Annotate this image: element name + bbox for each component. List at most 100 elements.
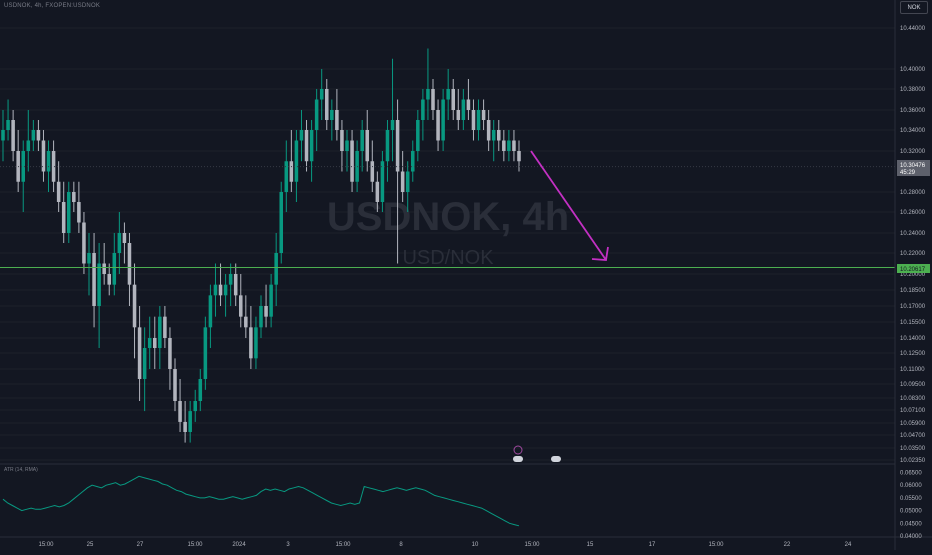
candle-body bbox=[279, 192, 284, 253]
price-tick-label: 10.24000 bbox=[900, 231, 926, 237]
candle bbox=[294, 130, 299, 202]
candle bbox=[456, 89, 461, 130]
candle bbox=[198, 369, 203, 412]
candle-body bbox=[137, 327, 142, 379]
candle-body bbox=[173, 369, 177, 401]
candle-body bbox=[168, 338, 172, 369]
down-arrow-drawing[interactable] bbox=[530, 150, 609, 261]
candle-body bbox=[441, 99, 445, 141]
candle bbox=[416, 110, 420, 162]
candle-body bbox=[26, 140, 31, 151]
candle-body bbox=[400, 171, 405, 192]
line-price-badge-bg bbox=[897, 264, 930, 273]
candle-body bbox=[375, 181, 380, 202]
atr-tick-label: 0.06500 bbox=[900, 471, 922, 477]
candle-body bbox=[66, 192, 71, 233]
candle-body bbox=[390, 120, 395, 130]
candle bbox=[264, 284, 268, 328]
atr-axis-ticks[interactable]: 0.06500 0.06000 0.05500 0.05000 0.04500 0.040… bbox=[900, 471, 922, 540]
candle-body bbox=[142, 348, 147, 379]
price-tick-label: 10.07100 bbox=[900, 408, 926, 414]
candle bbox=[244, 295, 248, 338]
candlestick-series bbox=[1, 48, 521, 443]
event-marker-3[interactable] bbox=[551, 456, 561, 462]
candle-body bbox=[446, 89, 450, 100]
event-marker-1[interactable] bbox=[513, 445, 523, 455]
event-markers[interactable] bbox=[513, 445, 561, 462]
price-tick-label: 10.09500 bbox=[900, 382, 926, 388]
indicator-label: ATR (14, RMA) bbox=[4, 467, 38, 473]
candle-body bbox=[218, 284, 223, 296]
candle-body bbox=[117, 233, 122, 253]
time-tick-label: 3 bbox=[286, 542, 290, 548]
price-tick-label: 10.38000 bbox=[900, 87, 926, 93]
last-price-badge-bg bbox=[897, 160, 930, 176]
candle-body bbox=[203, 327, 208, 379]
candle bbox=[11, 110, 15, 162]
candle-body bbox=[213, 284, 218, 296]
candle bbox=[304, 120, 309, 172]
candle bbox=[92, 233, 96, 328]
candle-body bbox=[249, 327, 253, 359]
last-price-value: 10.30476 bbox=[900, 163, 926, 169]
candle-body bbox=[46, 151, 51, 172]
price-tick-label: 10.26000 bbox=[900, 210, 926, 216]
price-tick-label: 10.44000 bbox=[900, 26, 926, 32]
atr-tick-label: 0.06000 bbox=[900, 483, 922, 489]
time-tick-label: 15:00 bbox=[524, 542, 540, 548]
candle bbox=[112, 233, 117, 296]
time-tick-label: 2024 bbox=[232, 542, 246, 548]
candle bbox=[421, 89, 425, 141]
candle-body bbox=[233, 274, 238, 296]
event-marker-2[interactable] bbox=[513, 456, 523, 462]
candle bbox=[193, 389, 198, 422]
candle bbox=[97, 243, 101, 348]
candle-body bbox=[31, 130, 36, 141]
candle-body bbox=[254, 327, 258, 359]
candle bbox=[410, 140, 415, 182]
candle bbox=[31, 120, 36, 151]
time-tick-label: 24 bbox=[845, 542, 852, 548]
candle-body bbox=[466, 99, 471, 110]
candle-body bbox=[365, 130, 370, 162]
candle bbox=[502, 130, 506, 162]
candle-body bbox=[274, 253, 278, 285]
candle bbox=[72, 181, 76, 212]
price-tick-label: 10.05900 bbox=[900, 421, 926, 427]
price-tick-label: 10.40000 bbox=[900, 67, 926, 73]
candle bbox=[41, 130, 46, 182]
candle bbox=[324, 79, 329, 130]
price-axis-ticks[interactable]: 10.44000 10.40000 10.38000 10.36000 10.34000… bbox=[900, 26, 926, 464]
candle-body bbox=[112, 253, 117, 285]
candle-body bbox=[41, 140, 46, 172]
candle-body bbox=[97, 263, 101, 306]
candle bbox=[446, 69, 450, 120]
candle bbox=[269, 274, 273, 328]
candle-body bbox=[61, 202, 66, 233]
candle-body bbox=[107, 274, 112, 285]
candle-body bbox=[188, 411, 192, 432]
candle-body bbox=[36, 130, 41, 141]
candle bbox=[132, 263, 137, 359]
candle-body bbox=[324, 89, 329, 120]
price-tick-label: 10.22000 bbox=[900, 251, 926, 257]
price-tick-label: 10.03500 bbox=[900, 446, 926, 452]
price-tick-label: 10.12500 bbox=[900, 351, 926, 357]
candle bbox=[309, 120, 314, 182]
candle bbox=[400, 151, 405, 202]
candle bbox=[335, 89, 339, 141]
time-tick-label: 15 bbox=[587, 542, 594, 548]
candle bbox=[87, 233, 91, 296]
candle-body bbox=[395, 120, 400, 172]
time-axis-ticks[interactable]: 15:00 25 27 15:00 2024 3 15:00 8 10 15:00 15 17 15:0… bbox=[38, 542, 852, 548]
candle bbox=[218, 263, 223, 306]
candle bbox=[152, 316, 157, 369]
candle bbox=[223, 274, 228, 317]
time-tick-label: 27 bbox=[137, 542, 144, 548]
currency-badge[interactable]: NOK bbox=[900, 1, 928, 14]
price-tick-label: 10.17000 bbox=[900, 304, 926, 310]
candle-body bbox=[87, 253, 91, 264]
price-tick-label: 10.18500 bbox=[900, 288, 926, 294]
